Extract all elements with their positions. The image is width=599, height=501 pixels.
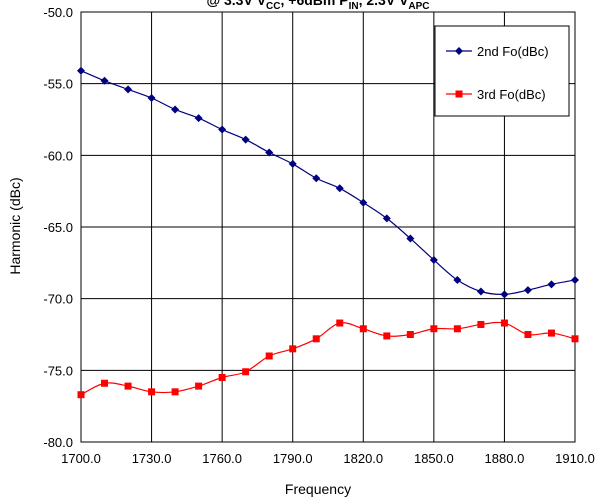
data-point (359, 325, 367, 333)
x-tick-label: 1760.0 (202, 451, 242, 466)
grid (80, 11, 576, 443)
data-point (77, 391, 85, 399)
x-tick-label: 1730.0 (132, 451, 172, 466)
y-tick-label: -80.0 (43, 435, 73, 450)
x-tick-labels: 1700.0 1730.0 1760.0 1790.0 1820.0 1850.0 1880… (61, 451, 595, 466)
data-point (500, 319, 508, 327)
x-tick-label: 1790.0 (273, 451, 313, 466)
data-point (312, 335, 320, 343)
data-point (77, 66, 85, 75)
data-point (359, 198, 368, 207)
data-point (429, 255, 438, 264)
title-subscript: IN (349, 1, 359, 12)
data-point (571, 335, 579, 343)
data-point (547, 280, 556, 289)
data-point (171, 388, 179, 396)
data-point (453, 276, 462, 285)
data-point (124, 85, 133, 94)
legend-item: 3rd Fo(dBc) (446, 87, 546, 102)
data-point (406, 331, 414, 338)
data-point (523, 286, 532, 295)
data-point (124, 382, 132, 390)
x-axis-title: Frequency (285, 481, 351, 497)
title-part: , 2.3V V (359, 0, 409, 8)
data-point (148, 388, 156, 396)
data-point (171, 105, 180, 114)
x-tick-label: 1910.0 (555, 451, 595, 466)
y-tick-label: -60.0 (43, 148, 73, 163)
data-point (194, 114, 203, 123)
title-subscript: CC (266, 1, 280, 12)
data-point (547, 329, 555, 337)
data-point (453, 325, 461, 333)
data-point (100, 76, 109, 85)
y-tick-label: -55.0 (43, 77, 73, 92)
series-layer (77, 66, 579, 399)
legend-label: 3rd Fo(dBc) (477, 87, 546, 102)
data-point (430, 325, 438, 333)
data-point (312, 174, 321, 183)
data-point (383, 332, 391, 340)
y-axis-title: Harmonic (dBc) (7, 177, 23, 274)
series-2 (77, 319, 579, 399)
chart-title: @ 3.3V VCC, +6dBm PIN, 2.3V VAPC (206, 0, 429, 12)
data-point (336, 319, 344, 327)
x-tick-label: 1820.0 (343, 451, 383, 466)
data-point (242, 368, 250, 376)
x-tick-label: 1850.0 (414, 451, 454, 466)
y-tick-labels: -50.0 -55.0 -60.0 -65.0 -70.0 -75.0 -80.0 (43, 5, 73, 450)
series-line (80, 70, 576, 296)
data-point (101, 379, 109, 387)
data-point (147, 94, 156, 102)
legend-item: 2nd Fo(dBc) (446, 44, 549, 59)
data-point (477, 320, 485, 328)
legend-label: 2nd Fo(dBc) (477, 44, 549, 59)
data-point (289, 345, 297, 353)
data-point (241, 135, 250, 144)
legend-box (434, 25, 570, 117)
legend: 2nd Fo(dBc) 3rd Fo(dBc) (434, 25, 570, 117)
legend-marker (455, 47, 463, 55)
series-1 (77, 66, 579, 299)
data-point (406, 234, 415, 243)
data-point (265, 352, 273, 360)
x-tick-label: 1880.0 (485, 451, 525, 466)
data-point (571, 276, 579, 285)
title-subscript: APC (408, 1, 429, 12)
y-tick-label: -50.0 (43, 5, 73, 20)
data-point (524, 331, 532, 338)
data-point (476, 287, 485, 296)
data-point (335, 184, 344, 193)
data-point (218, 125, 227, 134)
data-point (195, 382, 203, 390)
title-part: @ 3.3V V (206, 0, 266, 8)
data-point (500, 290, 509, 299)
data-point (382, 214, 391, 223)
legend-marker (455, 90, 463, 98)
series-line (80, 321, 576, 396)
y-tick-label: -65.0 (43, 220, 73, 235)
title-part: , +6dBm P (281, 0, 349, 8)
y-tick-label: -75.0 (43, 363, 73, 378)
x-tick-label: 1700.0 (61, 451, 101, 466)
y-tick-label: -70.0 (43, 292, 73, 307)
data-point (265, 148, 274, 157)
plot-area-border (80, 11, 576, 443)
data-point (218, 374, 226, 381)
data-point (288, 159, 297, 168)
